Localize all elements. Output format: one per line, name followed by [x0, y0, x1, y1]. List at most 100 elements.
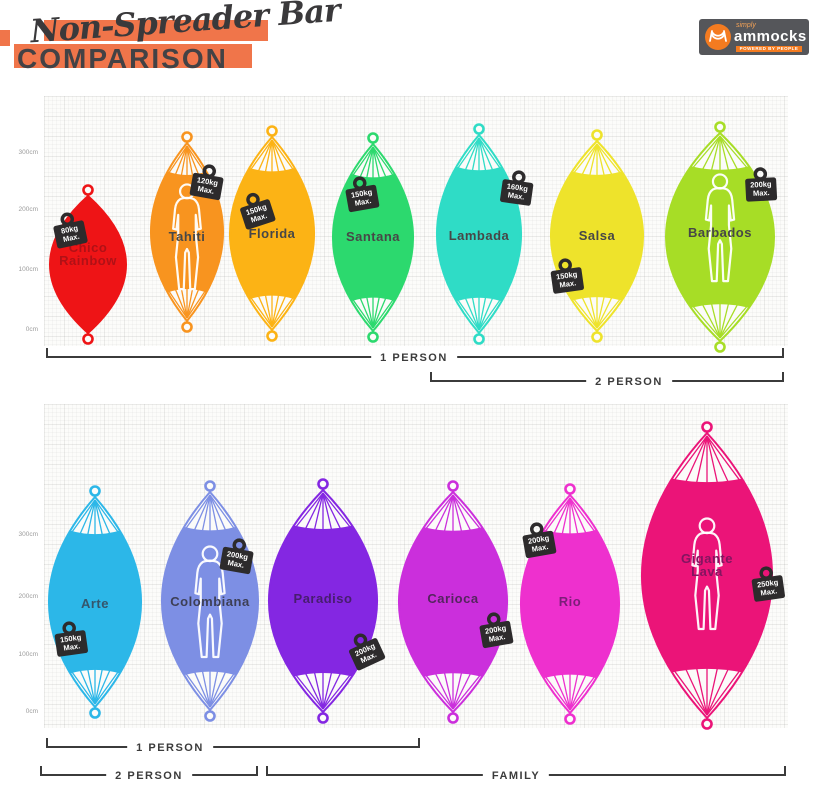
hammock-string: [186, 145, 200, 176]
hammock-outline: [48, 495, 142, 709]
hammock-string: [596, 143, 621, 173]
hanging-loop: [82, 184, 94, 196]
hammock-string: [569, 497, 579, 536]
hanging-loop: [317, 478, 329, 490]
hammock-string: [71, 499, 96, 532]
y-axis-tick: 0cm: [25, 708, 38, 715]
hammock-string: [271, 294, 287, 328]
hanging-loop: [181, 321, 193, 333]
hammock-string: [322, 492, 351, 527]
hammock-string: [596, 143, 606, 178]
hammock-string: [581, 296, 598, 329]
hammock-string: [193, 670, 211, 708]
hammock-string: [94, 499, 104, 537]
hammock-string: [684, 668, 708, 716]
bracket-label: FAMILY: [482, 770, 550, 782]
hanging-loop: [181, 131, 193, 143]
hammock-string: [209, 494, 235, 529]
hammock-string: [443, 670, 454, 710]
hammock-name-label: Paradiso: [294, 591, 353, 606]
hammock-string: [94, 667, 104, 705]
hammock-outline: [332, 142, 414, 333]
hammock-name-label: Salsa: [579, 228, 616, 243]
hammock-string: [457, 299, 480, 331]
svg-text:200kg: 200kg: [226, 549, 249, 562]
hammock-string: [79, 669, 96, 705]
person-silhouette-icon: [194, 545, 226, 659]
hammock-string: [452, 494, 481, 529]
svg-text:Max.: Max.: [488, 632, 506, 644]
hammock-string: [553, 673, 571, 711]
hammock-name-label: Barbados: [688, 225, 752, 240]
y-axis-tick: 300cm: [18, 531, 38, 538]
hammock-string: [553, 497, 571, 535]
hammock-string: [478, 137, 487, 173]
hammock-string: [304, 672, 324, 710]
hanging-loop: [714, 121, 726, 133]
bracket-label: 2 PERSON: [586, 376, 672, 388]
svg-text:Max.: Max.: [62, 232, 80, 244]
hammock-string: [706, 435, 730, 483]
logo-name: ammocks: [734, 28, 807, 45]
hammock-string: [372, 295, 381, 329]
hammock-string: [478, 299, 501, 331]
title-main-bar: [14, 44, 252, 68]
hammock-string: [596, 299, 621, 329]
bracket-2-person: 2 PERSON: [40, 764, 258, 782]
hammock-name-label: Carioca: [427, 591, 478, 606]
hanging-loop: [82, 333, 94, 345]
hammock-string: [561, 497, 571, 536]
hammock-string: [193, 494, 211, 532]
hammock-string: [71, 672, 96, 705]
hammock-string: [478, 137, 501, 169]
hammock-string: [271, 139, 280, 174]
hammock-string: [180, 145, 188, 178]
svg-text:Max.: Max.: [760, 586, 778, 597]
hammock-string: [674, 435, 708, 480]
hammock-body: [269, 490, 377, 712]
hammock-string: [719, 135, 730, 173]
hammock-string: [569, 497, 595, 532]
hammock-body: [230, 137, 314, 330]
hammock-string: [701, 135, 721, 171]
person-silhouette-icon: [704, 173, 736, 283]
hammock-string: [452, 494, 463, 534]
hammock-string: [295, 675, 324, 710]
bracket-label: 1 PERSON: [127, 742, 213, 754]
hammock-string: [706, 435, 740, 480]
hammock-string: [209, 670, 227, 708]
hammock-string: [168, 291, 188, 319]
hammock-outline: [550, 139, 644, 333]
hammock-string: [706, 671, 740, 716]
hammock-name-label: Arte: [81, 596, 109, 611]
hanging-loop: [564, 713, 576, 725]
hammock-string: [596, 143, 613, 176]
hammock-string: [561, 672, 571, 711]
y-axis-tick: 200cm: [18, 593, 38, 600]
hanging-loop: [564, 483, 576, 495]
hammock-string: [674, 671, 708, 716]
hammock-string: [372, 146, 387, 179]
hammock-string: [372, 299, 394, 329]
hammock-string: [596, 294, 606, 329]
hammock-string: [569, 497, 587, 535]
svg-text:Max.: Max.: [354, 196, 372, 208]
bracket-family: FAMILY: [266, 764, 786, 782]
hammock-string: [271, 139, 294, 170]
hammock-string: [569, 673, 587, 711]
hammock-outline: [268, 488, 378, 714]
hanging-loop: [317, 712, 329, 724]
hanging-loop: [714, 341, 726, 353]
hammock-name-label: Colombiana: [170, 594, 250, 609]
hammock-string: [719, 303, 739, 339]
